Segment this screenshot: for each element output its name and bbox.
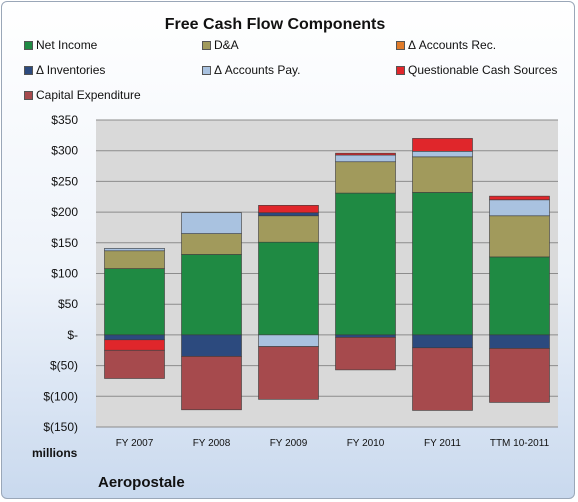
x-tick-label: FY 2010 xyxy=(347,438,385,449)
legend-label-net_income: Net Income xyxy=(36,38,98,52)
chart-title: Free Cash Flow Components xyxy=(164,16,386,33)
bar-accounts_pay xyxy=(489,199,550,217)
bar-net_income xyxy=(104,268,165,336)
y-tick-label: $150 xyxy=(51,236,78,250)
y-tick-label: $- xyxy=(67,328,78,342)
legend-label-da: D&A xyxy=(214,38,239,52)
legend-label-inventories: Δ Inventories xyxy=(36,63,106,77)
bar-questionable xyxy=(489,195,550,201)
x-tick-label: FY 2008 xyxy=(193,438,231,449)
legend-swatch-questionable xyxy=(396,66,405,75)
bar-accounts_pay xyxy=(104,248,165,252)
x-tick-label: FY 2007 xyxy=(116,438,154,449)
bar-questionable xyxy=(335,152,396,156)
y-tick-label: $250 xyxy=(51,174,78,188)
legend-label-capex: Capital Expenditure xyxy=(36,88,141,102)
company-name: Aeropostale xyxy=(98,474,185,491)
bar-capex xyxy=(489,348,550,403)
legend-swatch-net_income xyxy=(24,41,33,50)
bar-capex xyxy=(335,337,396,371)
bar-da xyxy=(258,215,319,243)
bar-inventories xyxy=(489,334,550,349)
legend-label-questionable: Questionable Cash Sources xyxy=(408,63,558,77)
bar-capex xyxy=(258,346,319,400)
legend-swatch-da xyxy=(202,41,211,50)
legend-label-accounts_rec: Δ Accounts Rec. xyxy=(408,38,497,52)
bar-capex xyxy=(104,349,165,379)
bar-inventories xyxy=(412,334,473,349)
bar-inventories xyxy=(104,334,165,341)
bar-accounts_pay xyxy=(258,334,319,347)
bar-questionable xyxy=(258,205,319,214)
bar-inventories xyxy=(258,212,319,217)
bar-inventories xyxy=(181,334,242,357)
x-tick-label: FY 2009 xyxy=(270,438,308,449)
bar-net_income xyxy=(335,192,396,336)
bar-da xyxy=(412,156,473,193)
y-tick-label: $50 xyxy=(58,297,78,311)
bar-net_income xyxy=(412,192,473,336)
x-tick-label: TTM 10-2011 xyxy=(490,438,550,449)
units-label: millions xyxy=(32,446,78,460)
bar-da xyxy=(335,161,396,194)
bar-questionable xyxy=(104,339,165,351)
legend-label-accounts_pay: Δ Accounts Pay. xyxy=(214,63,301,77)
legend-swatch-accounts_pay xyxy=(202,66,211,75)
legend-swatch-accounts_rec xyxy=(396,41,405,50)
y-tick-label: $350 xyxy=(51,113,78,127)
bar-capex xyxy=(181,356,242,411)
bar-accounts_pay xyxy=(412,151,473,158)
y-tick-label: $200 xyxy=(51,205,78,219)
y-tick-label: $(100) xyxy=(43,389,78,403)
x-tick-label: FY 2011 xyxy=(424,438,461,449)
y-tick-label: $(150) xyxy=(43,420,78,434)
bar-inventories xyxy=(335,334,396,338)
legend-swatch-inventories xyxy=(24,66,33,75)
bar-net_income xyxy=(181,254,242,336)
y-tick-label: $(50) xyxy=(50,359,78,373)
bar-questionable xyxy=(412,138,473,152)
bar-net_income xyxy=(258,241,319,336)
y-tick-label: $100 xyxy=(51,267,78,281)
bar-net_income xyxy=(489,256,550,336)
bar-accounts_pay xyxy=(335,154,396,163)
bar-capex xyxy=(412,347,473,411)
bar-accounts_pay xyxy=(181,212,242,234)
bar-da xyxy=(489,215,550,258)
bar-da xyxy=(104,250,165,269)
legend-swatch-capex xyxy=(24,91,33,100)
y-tick-label: $300 xyxy=(51,144,78,158)
bar-da xyxy=(181,233,242,255)
